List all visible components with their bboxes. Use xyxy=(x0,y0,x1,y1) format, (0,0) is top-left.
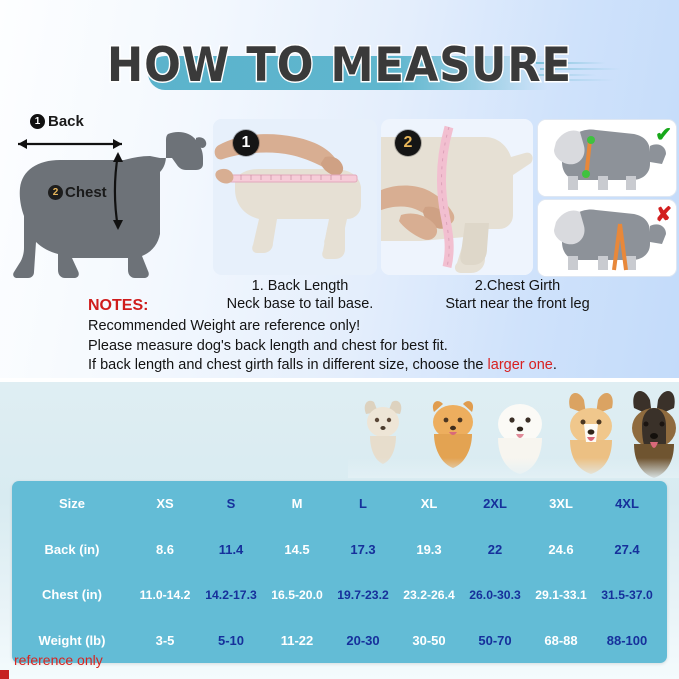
back-number-badge: 1 xyxy=(30,114,45,129)
top-section: HOW TO MEASURE 1 Back 2 Chest xyxy=(0,0,679,378)
reference-only-note: reference only xyxy=(14,652,103,668)
notes-heading: NOTES: xyxy=(88,297,149,314)
cell-size-l: L xyxy=(359,496,367,512)
cell-back-l: 17.3 xyxy=(350,541,376,557)
cell-size-3xl: 3XL xyxy=(549,496,573,512)
dog-pomeranian xyxy=(432,401,474,468)
correct-dog-illustration xyxy=(538,120,676,196)
dog-silhouette-svg xyxy=(13,132,207,278)
cell-size-xl: XL xyxy=(420,496,438,512)
back-length-illustration xyxy=(213,119,377,275)
cell-back-xl: 19.3 xyxy=(416,541,442,557)
photo-correct-example: ✔ xyxy=(537,119,677,197)
dog-chihuahua xyxy=(364,400,402,464)
cell-back-4xl: 27.4 xyxy=(614,541,640,557)
row-label-size: Size xyxy=(58,496,85,512)
chest-label-text: Chest xyxy=(65,184,107,201)
size-chart-table: Size XS S M L XL 2XL 3XL 4XL Back (in) 8… xyxy=(12,481,667,663)
title-brush-stroke xyxy=(148,56,626,90)
chest-measure-label: 2 Chest xyxy=(48,184,107,201)
caption-one-title: 1. Back Length xyxy=(251,278,349,294)
notes-line-3-pre: If back length and chest girth falls in … xyxy=(88,357,488,373)
notes-line-3: If back length and chest girth falls in … xyxy=(88,356,668,376)
page-title: HOW TO MEASURE xyxy=(106,37,573,95)
cell-back-3xl: 24.6 xyxy=(548,541,574,557)
dog-size-photo-band xyxy=(348,386,679,478)
cell-weight-4xl: 88-100 xyxy=(606,632,648,648)
cell-size-m: M xyxy=(291,496,303,512)
cell-back-s: 11.4 xyxy=(218,541,244,557)
check-icon: ✔ xyxy=(655,124,672,146)
chest-girth-illustration xyxy=(381,119,533,275)
dog-silhouette-diagram: 1 Back 2 Chest xyxy=(0,112,215,280)
panel-two-badge: 2 xyxy=(395,130,421,156)
caption-back-length: 1. Back Length Neck base to tail base. xyxy=(205,277,395,313)
cell-chest-2xl: 26.0-30.3 xyxy=(469,587,521,602)
cell-chest-3xl: 29.1-33.1 xyxy=(535,587,587,602)
cell-back-m: 14.5 xyxy=(284,541,310,557)
cell-weight-m: 11-22 xyxy=(280,632,314,648)
cell-size-xs: XS xyxy=(156,496,174,512)
cross-icon: ✘ xyxy=(655,204,672,226)
photo-incorrect-example: ✘ xyxy=(537,199,677,277)
cell-chest-s: 14.2-17.3 xyxy=(205,587,257,602)
cell-weight-xs: 3-5 xyxy=(155,632,175,648)
cell-weight-xl: 30-50 xyxy=(412,632,446,648)
cell-weight-l: 20-30 xyxy=(346,632,380,648)
cell-size-s: S xyxy=(226,496,236,512)
incorrect-dog-illustration xyxy=(538,200,676,276)
panel-one-badge: 1 xyxy=(233,130,259,156)
back-measure-label: 1 Back xyxy=(30,113,84,130)
dog-breeds-illustration xyxy=(348,390,679,478)
red-corner-marker xyxy=(0,670,9,679)
caption-two-title: 2.Chest Girth xyxy=(474,278,561,294)
notes-line-2: Please measure dog's back length and che… xyxy=(88,337,448,354)
notes-highlight: larger one xyxy=(487,357,553,373)
cell-chest-l: 19.7-23.2 xyxy=(337,587,389,602)
notes-body: Recommended Weight are reference only! P… xyxy=(88,317,668,376)
cell-chest-xl: 23.2-26.4 xyxy=(403,587,455,602)
table-row-chest: Chest (in) 11.0-14.2 14.2-17.3 16.5-20.0… xyxy=(12,572,667,618)
row-label-chest: Chest (in) xyxy=(42,587,102,603)
caption-one-sub: Neck base to tail base. xyxy=(226,296,374,312)
table-row-back: Back (in) 8.6 11.4 14.5 17.3 19.3 22 24.… xyxy=(12,527,667,573)
cell-back-2xl: 22 xyxy=(487,541,503,557)
cell-chest-xs: 11.0-14.2 xyxy=(139,587,191,602)
cell-weight-2xl: 50-70 xyxy=(478,632,512,648)
cell-weight-3xl: 68-88 xyxy=(544,632,578,648)
table-row-weight: Weight (lb) 3-5 5-10 11-22 20-30 30-50 5… xyxy=(12,618,667,664)
back-label-text: Back xyxy=(48,113,84,130)
notes-line-3-post: . xyxy=(552,357,557,373)
photo-chest-girth: 2 xyxy=(381,119,533,275)
caption-two-sub: Start near the front leg xyxy=(445,296,590,312)
row-label-weight: Weight (lb) xyxy=(38,632,106,648)
photo-back-length: 1 xyxy=(213,119,377,275)
cell-back-xs: 8.6 xyxy=(155,541,175,557)
cell-chest-m: 16.5-20.0 xyxy=(271,587,323,602)
cell-chest-4xl: 31.5-37.0 xyxy=(601,587,653,602)
cell-size-4xl: 4XL xyxy=(615,496,639,512)
cell-size-2xl: 2XL xyxy=(483,496,507,512)
cell-weight-s: 5-10 xyxy=(217,632,245,648)
table-row-size: Size XS S M L XL 2XL 3XL 4XL xyxy=(12,481,667,527)
notes-line-1: Recommended Weight are reference only! xyxy=(88,318,361,334)
caption-chest-girth: 2.Chest Girth Start near the front leg xyxy=(410,277,625,313)
chest-number-badge: 2 xyxy=(48,185,63,200)
row-label-back: Back (in) xyxy=(44,541,100,557)
